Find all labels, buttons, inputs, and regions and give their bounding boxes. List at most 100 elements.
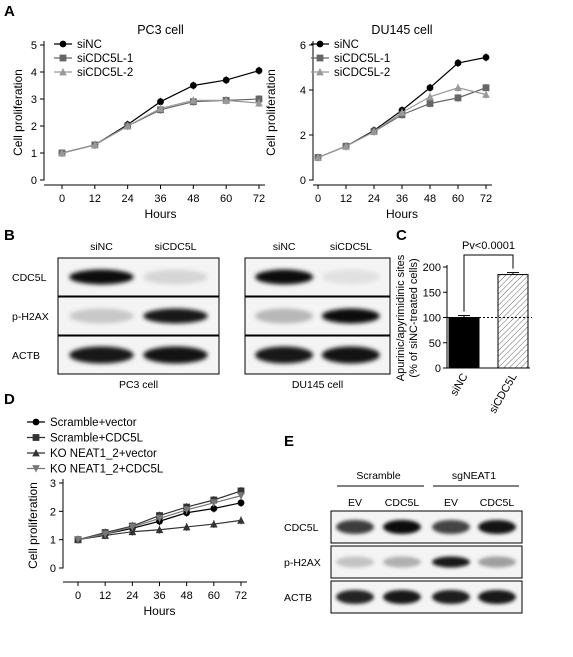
data-point [255,99,263,107]
y-tick-label: 5 [31,40,37,52]
data-point [370,127,378,136]
x-tick-label: 12 [99,590,111,602]
y-tick-label: 1 [31,148,37,160]
blot-column-label: EV [444,497,458,509]
legend-label: KO NEAT1_2+CDC5L [50,464,164,476]
x-tick-label: 48 [424,193,436,205]
y-axis-label-line2: (% of siNC-treated cells) [408,258,420,377]
blot-band [432,556,470,568]
legend-marker [316,54,324,62]
x-axis-label: Hours [143,604,175,618]
legend-label: siCDC5L-2 [334,67,390,79]
data-point [482,90,490,98]
legend-label: Scramble+vector [50,417,137,429]
blot-group-label: Scramble [356,470,401,482]
x-tick-label: 36 [154,193,166,205]
data-point [91,140,99,149]
x-tick-label: 60 [220,193,232,205]
blot-band [383,556,421,568]
data-point [314,153,322,161]
y-tick-label: 2 [31,121,37,133]
blot-band [336,556,374,568]
data-point [237,516,245,524]
blot-column-label: siCDC5L [330,241,372,253]
x-tick-label: siNC [448,371,470,398]
data-point [482,53,490,61]
data-point [128,523,137,531]
blot-band [478,590,516,604]
data-point [426,92,434,101]
y-tick-label: 3 [31,94,37,106]
data-point [426,100,434,107]
blot-column-label: CDC5L [480,497,515,509]
blot-caption: PC3 cell [119,379,158,391]
x-tick-label: 48 [181,590,193,602]
legend-marker [316,40,324,48]
data-point [189,82,197,89]
data-point [342,142,350,150]
significance-bracket [463,254,514,312]
x-tick-label: 0 [75,590,81,602]
y-tick-label: 2 [50,506,56,518]
y-tick-label: 50 [429,338,441,350]
legend-label: siNC [334,39,359,51]
blot-band [336,520,374,534]
y-tick-label: 0 [435,363,441,375]
y-axis-label: Cell proliferation [264,69,278,156]
legend-marker [32,449,40,457]
data-point [155,515,164,523]
legend-label: KO NEAT1_2+vector [50,448,157,460]
data-point [454,83,462,92]
blot-column-label: siNC [273,241,296,253]
y-tick-label: 100 [423,313,441,325]
y-tick-label: 3 [50,478,56,490]
data-point [157,98,164,106]
y-tick-label: 4 [300,85,306,97]
data-point [156,104,165,112]
x-tick-label: 72 [253,193,265,205]
y-tick-label: 150 [423,287,441,299]
blot-band [255,308,314,324]
blot-band [143,346,208,364]
legend-label: siNC [77,39,102,51]
y-tick-label: 0 [300,175,306,187]
legend-label: siCDC5L-1 [334,53,390,65]
data-point [74,536,82,544]
data-point [123,122,132,130]
panel-letter-a: A [4,3,15,20]
blot-band [143,308,208,324]
blot-band [432,590,470,604]
y-tick-label: 0 [50,563,56,575]
blot-column-label: EV [348,497,362,509]
data-point [237,487,245,495]
y-tick-label: 1 [50,535,56,547]
blot-band [69,269,134,285]
x-tick-label: 60 [452,193,464,205]
legend-marker [316,68,324,76]
panel-letter-e: E [284,433,294,450]
data-point [426,84,434,92]
legend-marker [59,54,67,62]
data-point [128,527,137,536]
x-tick-label: 36 [396,193,408,205]
x-tick-label: 24 [368,193,380,205]
blot-band [321,346,380,364]
data-point [454,94,462,102]
data-point [182,522,191,531]
blot-row-label: p-H2AX [12,311,49,323]
panel-letter-b: B [4,227,15,244]
data-point [454,59,462,67]
y-tick-label: 4 [31,67,37,79]
x-tick-label: 72 [235,590,247,602]
x-tick-label: 0 [59,193,65,205]
data-point [222,76,230,84]
legend-marker [32,465,40,473]
chart-c-ap-sites: 0 50 100 150 200 siNC siCDC5L Pv<0.0001 Apurinic… [395,240,532,416]
x-tick-label: 72 [480,193,492,205]
blot-row-label: CDC5L [12,272,47,284]
data-point [237,492,245,500]
blot-row-label: ACTB [284,592,312,604]
data-point [189,96,198,104]
